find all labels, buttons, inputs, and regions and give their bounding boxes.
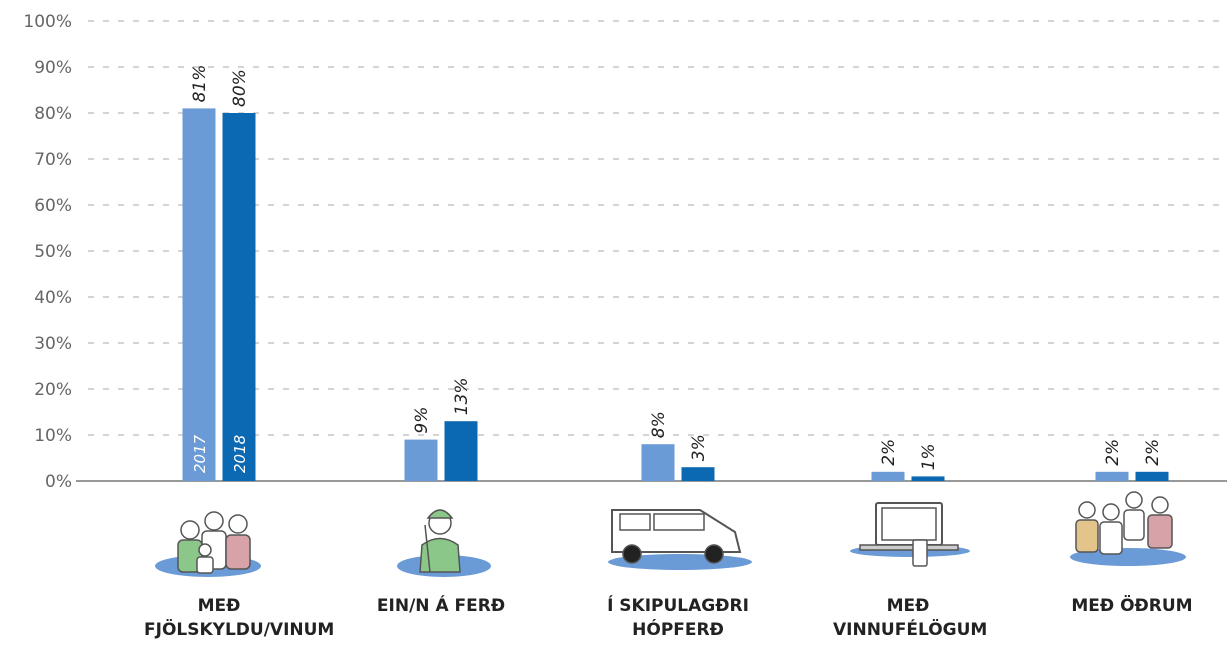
value-label: 2% [1143,439,1163,466]
y-tick-label: 10% [34,426,72,446]
category-label: MEÐ VINNUFÉLÖGUM [833,594,983,642]
value-label: 13% [452,377,472,415]
value-label: 3% [689,434,709,461]
y-tick-label: 60% [34,196,72,216]
page: 0% 10% 20% 30% 40% 50% 60% 70% 80% 90% 100% 81% 2017… [0,0,1227,645]
bar [445,421,478,481]
y-tick-label: 90% [34,58,72,78]
y-tick-label: 30% [34,334,72,354]
category-label: MEÐ FJÖLSKYLDU/VINUM [144,594,294,642]
bar [912,476,945,481]
bar [1096,472,1129,481]
bar [682,467,715,481]
y-tick-label: 100% [23,12,72,32]
chart: 0% 10% 20% 30% 40% 50% 60% 70% 80% 90% 100% 81% 2017… [0,0,1227,645]
y-tick-label: 70% [34,150,72,170]
category-label: EIN/N Á FERÐ [366,594,516,618]
value-label: 81% [190,65,210,103]
y-tick-label: 50% [34,242,72,262]
bar [405,440,438,481]
value-label: 1% [919,443,939,470]
y-tick-label: 20% [34,380,72,400]
value-label: 80% [230,69,250,107]
bar [183,108,216,481]
category-icons [155,492,1186,577]
value-label: 9% [412,407,432,434]
category-label: Í SKIPULAGÐRI HÓPFERÐ [603,594,753,642]
series-label: 2018 [231,435,249,473]
y-tick-label: 0% [45,472,72,492]
bar [223,113,256,481]
bar [872,472,905,481]
series-label: 2017 [191,434,209,473]
value-label: 8% [649,411,669,438]
y-tick-label: 80% [34,104,72,124]
bar [642,444,675,481]
bar [1136,472,1169,481]
category-label: MEÐ ÖÐRUM [1057,594,1207,618]
y-tick-label: 40% [34,288,72,308]
value-label: 2% [1103,439,1123,466]
value-label: 2% [879,439,899,466]
